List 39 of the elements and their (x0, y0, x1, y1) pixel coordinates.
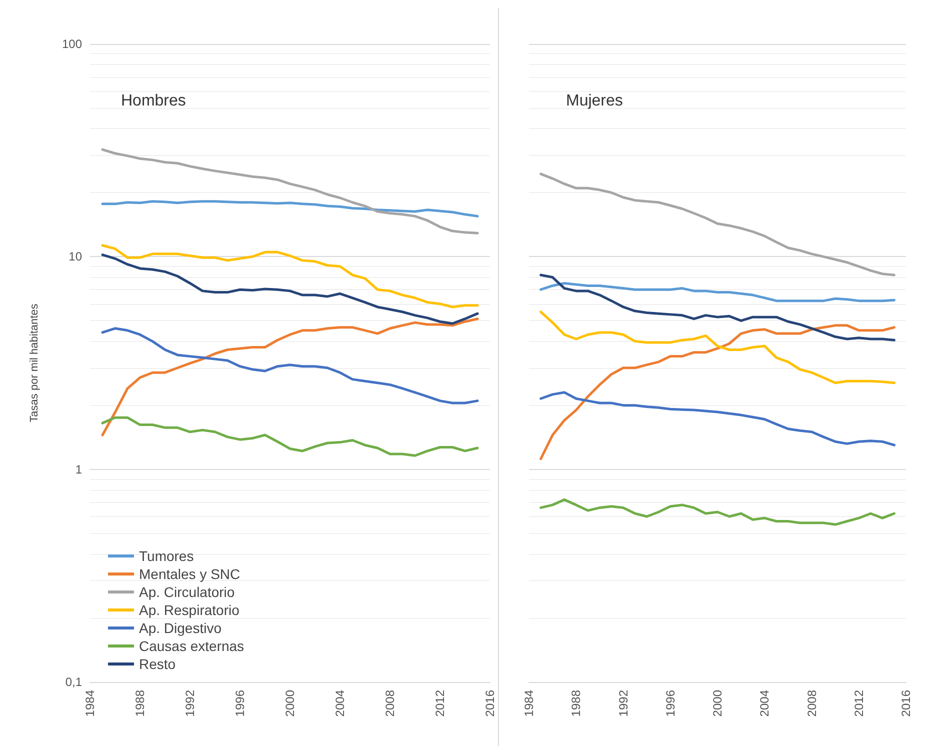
x-tick-label: 2008 (383, 690, 397, 717)
line-series (101, 244, 479, 308)
legend-label: Causas externas (139, 638, 244, 654)
x-tick-label: 2012 (433, 690, 447, 717)
x-tick-label: 2004 (333, 690, 347, 717)
x-tick-label: 2016 (899, 690, 913, 717)
x-tick-label: 2008 (804, 690, 819, 717)
legend-label: Ap. Circulatorio (139, 584, 235, 600)
x-tick-label: 1992 (183, 690, 197, 717)
x-tick-label: 2000 (710, 690, 724, 717)
text: Mujeres (566, 92, 623, 110)
legend-label: Resto (139, 656, 176, 672)
line-series (101, 318, 479, 436)
y-axis-title: Tasas por mil habitantes (28, 303, 40, 422)
legend-label: Mentales y SNC (139, 566, 240, 582)
line-series (101, 148, 479, 234)
x-tick-label: 1992 (616, 690, 630, 717)
text: Hombres (121, 92, 186, 110)
x-tick-label: 2016 (483, 690, 497, 717)
x-tick-label: 1996 (233, 690, 247, 717)
line-series (101, 200, 479, 218)
y-tick-label: 10 (68, 250, 82, 264)
y-tick-label: 1 (75, 462, 82, 476)
x-tick-label: 1984 (522, 690, 536, 717)
x-tick-label: 1988 (133, 690, 147, 717)
x-tick-label: 1984 (83, 690, 97, 717)
line-series (101, 254, 479, 325)
legend-label: Ap. Digestivo (139, 620, 222, 636)
legend-label: Tumores (139, 548, 194, 564)
x-tick-label: 1996 (663, 690, 678, 717)
line-series (101, 416, 479, 457)
y-tick-label: 100 (62, 37, 82, 51)
line-series (101, 327, 479, 404)
x-tick-label: 2000 (283, 690, 297, 717)
legend-label: Ap. Respiratorio (139, 602, 240, 618)
y-tick-label: 0,1 (65, 675, 82, 689)
x-tick-label: 1988 (569, 690, 584, 717)
x-tick-label: 2012 (852, 690, 866, 717)
x-tick-label: 2004 (758, 690, 772, 717)
